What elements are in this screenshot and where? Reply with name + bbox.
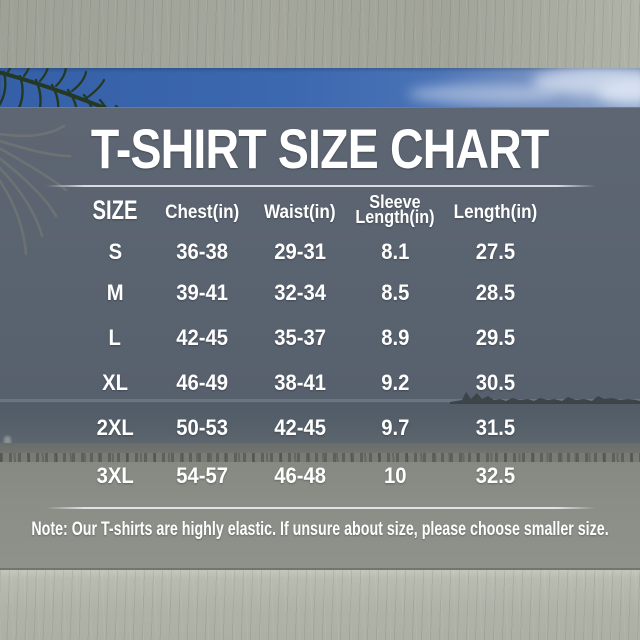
row-2xl-waist: 42-45	[274, 415, 326, 440]
horizon-line	[0, 399, 640, 402]
row-l-sleeve: 8.9	[380, 325, 410, 350]
row-s-length: 27.5	[475, 239, 515, 264]
tree-silhouettes	[450, 392, 640, 404]
title-divider	[46, 185, 596, 187]
row-l-waist: 35-37	[274, 325, 326, 350]
row-xl-length: 30.5	[475, 370, 515, 395]
row-xl-chest: 46-49	[176, 370, 228, 395]
row-m-sleeve: 8.5	[380, 280, 410, 305]
overlay-panel-sand-area	[0, 462, 640, 570]
row-m-length: 28.5	[475, 280, 515, 305]
row-3xl-waist: 46-48	[274, 463, 326, 488]
row-3xl-sleeve: 10	[383, 463, 407, 488]
row-2xl-sleeve: 9.7	[380, 415, 410, 440]
header-sleeve-length: Sleeve Length(in)	[355, 192, 435, 227]
page-title-text: T-SHIRT SIZE CHART	[91, 117, 549, 180]
row-m-waist: 32-34	[274, 280, 326, 305]
wet-shoreline	[0, 443, 640, 453]
row-2xl-length: 31.5	[475, 415, 515, 440]
row-2xl-size: 2XL	[96, 415, 134, 440]
header-chest: Chest(in)	[164, 202, 240, 223]
row-s-chest: 36-38	[176, 239, 228, 264]
row-3xl-chest: 54-57	[176, 463, 228, 488]
header-length: Length(in)	[453, 202, 537, 223]
cloud	[408, 84, 558, 104]
ocean-water	[0, 403, 640, 443]
row-3xl-length: 32.5	[475, 463, 515, 488]
row-s-sleeve: 8.1	[380, 239, 410, 264]
page-title: T-SHIRT SIZE CHART	[0, 117, 640, 180]
shoreline-debris	[0, 453, 640, 462]
row-s-size: S	[108, 239, 122, 264]
row-l-size: L	[108, 325, 122, 350]
row-l-length: 29.5	[475, 325, 515, 350]
row-2xl-chest: 50-53	[176, 415, 228, 440]
row-xl-size: XL	[102, 370, 128, 395]
header-size: SIZE	[92, 195, 138, 225]
row-s-waist: 29-31	[274, 239, 326, 264]
palm-frond-icon	[0, 68, 119, 107]
row-m-size: M	[106, 280, 124, 305]
cloud	[598, 82, 640, 104]
row-xl-waist: 38-41	[274, 370, 326, 395]
elasticity-note: Note: Our T-shirts are highly elastic. I…	[31, 519, 609, 540]
row-xl-sleeve: 9.2	[380, 370, 410, 395]
row-l-chest: 42-45	[176, 325, 228, 350]
row-m-chest: 39-41	[176, 280, 228, 305]
bottom-sand-band	[0, 570, 640, 640]
overlay-panel-sky-area	[0, 107, 640, 403]
row-3xl-size: 3XL	[96, 463, 134, 488]
header-waist: Waist(in)	[264, 202, 336, 223]
note-divider	[46, 507, 596, 509]
sky-band	[0, 68, 640, 107]
top-sand-band	[0, 0, 640, 68]
